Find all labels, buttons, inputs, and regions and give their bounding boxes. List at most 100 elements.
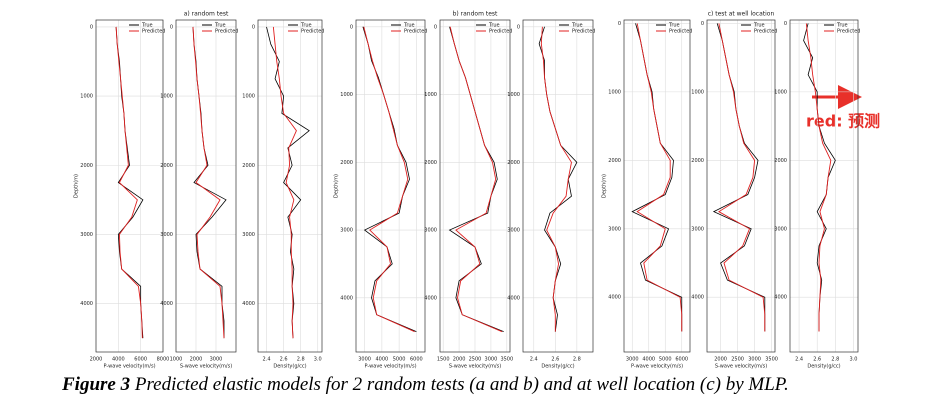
y-tick-label: 0 <box>90 24 93 30</box>
y-tick-label: 1000 <box>242 94 255 100</box>
x-tick-label: 3000 <box>210 357 223 363</box>
x-axis-label: P-wave velocity(m/s) <box>364 364 416 370</box>
y-tick-label: 4000 <box>340 295 353 301</box>
x-axis-label: P-wave velocity(m/s) <box>103 364 155 370</box>
y-tick-label: 2000 <box>608 158 621 164</box>
chart-title: b) random test <box>453 11 498 18</box>
y-tick-label: 3000 <box>691 226 704 232</box>
series-line <box>540 26 572 332</box>
y-tick-label: 3000 <box>507 228 520 234</box>
plot-frame <box>355 19 426 353</box>
legend-label: Predicted <box>301 29 324 35</box>
y-tick-label: 0 <box>784 21 787 27</box>
y-tick-label: 1000 <box>160 94 173 100</box>
y-tick-label: 0 <box>350 24 353 30</box>
series-line <box>272 26 297 339</box>
y-tick-label: 0 <box>701 21 704 27</box>
y-tick-label: 1000 <box>80 94 93 100</box>
y-tick-label: 1000 <box>424 92 437 98</box>
legend-label: True <box>753 23 765 29</box>
x-tick-label: 2000 <box>90 357 103 363</box>
y-tick-label: 2000 <box>507 160 520 166</box>
y-tick-label: 2000 <box>424 160 437 166</box>
y-tick-label: 4000 <box>774 295 787 301</box>
series-line <box>805 23 832 332</box>
chart-title: a) random test <box>184 11 229 18</box>
plot-frame <box>257 19 323 353</box>
x-tick-label: 2000 <box>453 357 466 363</box>
x-tick-label: 2000 <box>190 357 203 363</box>
legend-label: True <box>571 23 583 29</box>
y-tick-label: 3000 <box>80 232 93 238</box>
y-tick-label: 3000 <box>424 228 437 234</box>
y-tick-label: 4000 <box>507 295 520 301</box>
legend-label: True <box>214 23 226 29</box>
y-tick-label: 3000 <box>774 226 787 232</box>
x-tick-label: 3.0 <box>314 357 322 363</box>
series-line <box>803 23 836 332</box>
legend-label: Predicted <box>837 29 860 35</box>
y-tick-label: 2000 <box>691 158 704 164</box>
y-tick-label: 2000 <box>774 158 787 164</box>
plot-frame <box>789 19 859 353</box>
y-tick-label: 3000 <box>242 232 255 238</box>
plot-frame <box>95 19 164 353</box>
legend-label: Predicted <box>404 29 427 35</box>
x-tick-label: 1000 <box>170 357 183 363</box>
y-axis-label: Depth(m) <box>334 174 340 198</box>
caption-text: Predicted elastic models for 2 random te… <box>134 374 789 395</box>
y-axis-label: Depth(m) <box>74 174 80 198</box>
y-tick-label: 4000 <box>80 301 93 307</box>
x-tick-label: 3000 <box>626 357 639 363</box>
x-tick-label: 8000 <box>157 357 170 363</box>
annotation: red: 预测 <box>806 112 880 131</box>
y-tick-label: 1000 <box>608 89 621 95</box>
x-tick-label: 2.8 <box>831 357 839 363</box>
x-tick-label: 3500 <box>500 357 513 363</box>
x-tick-label: 3000 <box>358 357 371 363</box>
x-tick-label: 5000 <box>393 357 406 363</box>
y-tick-label: 1000 <box>774 89 787 95</box>
caption: Figure 3 Predicted elastic models for 2 … <box>61 374 789 395</box>
legend-label: True <box>141 23 153 29</box>
x-tick-label: 2.6 <box>551 357 559 363</box>
x-axis-label: Density(g/cc) <box>807 364 840 370</box>
x-tick-label: 3000 <box>485 357 498 363</box>
legend-label: True <box>488 23 500 29</box>
y-tick-label: 3000 <box>340 228 353 234</box>
series-line <box>636 23 683 332</box>
x-axis-label: S-wave velocity(m/s) <box>715 364 767 370</box>
series-line <box>718 23 766 332</box>
y-tick-label: 4000 <box>691 295 704 301</box>
x-tick-label: 2.4 <box>530 357 538 363</box>
x-tick-label: 2.8 <box>573 357 581 363</box>
x-tick-label: 3.0 <box>849 357 857 363</box>
y-tick-label: 3000 <box>160 232 173 238</box>
y-tick-label: 0 <box>434 24 437 30</box>
y-tick-label: 2000 <box>160 163 173 169</box>
chart-title: c) test at well location <box>708 11 775 18</box>
x-tick-label: 6000 <box>675 357 688 363</box>
plot-frame <box>522 19 594 353</box>
series-line <box>192 26 225 339</box>
legend-label: Predicted <box>754 29 777 35</box>
y-tick-label: 0 <box>170 24 173 30</box>
y-tick-label: 4000 <box>160 301 173 307</box>
legend-label: True <box>668 23 680 29</box>
y-tick-label: 4000 <box>424 295 437 301</box>
x-axis-label: S-wave velocity(m/s) <box>180 364 232 370</box>
legend-label: True <box>300 23 312 29</box>
y-tick-label: 2000 <box>340 160 353 166</box>
x-tick-label: 3000 <box>748 357 761 363</box>
y-tick-label: 4000 <box>608 295 621 301</box>
series-line <box>538 26 578 332</box>
x-axis-label: S-wave velocity(m/s) <box>449 364 501 370</box>
y-tick-label: 4000 <box>242 301 255 307</box>
x-axis-label: Density(g/cc) <box>273 364 306 370</box>
series-line <box>115 26 143 339</box>
series-line <box>363 26 415 333</box>
legend-label: Predicted <box>572 29 595 35</box>
x-tick-label: 3500 <box>765 357 778 363</box>
caption-label: Figure 3 <box>61 374 130 395</box>
